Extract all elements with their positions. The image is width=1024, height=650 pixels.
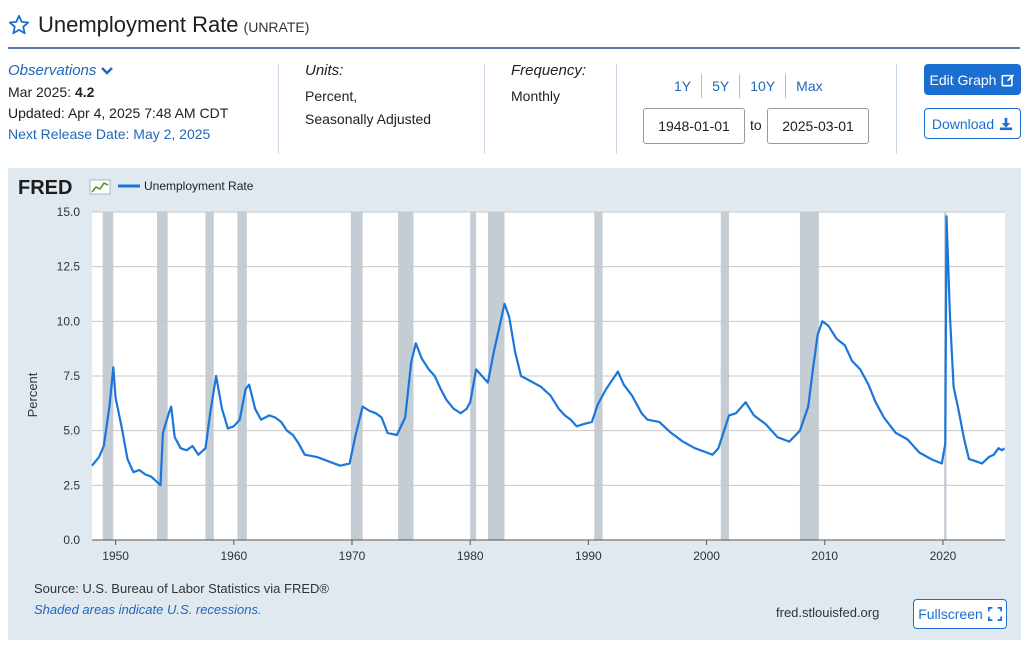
- divider: [484, 64, 485, 154]
- x-tick-label: 2000: [693, 549, 720, 563]
- frequency-panel: Frequency: Monthly: [511, 62, 611, 157]
- units-label: Units:: [305, 62, 344, 79]
- y-axis-label: Percent: [25, 372, 40, 417]
- range-10y-button[interactable]: 10Y: [750, 78, 776, 94]
- unemployment-chart: 0.0 2.5 5.0 7.5 10.0 12.5 15.0 1950 1960 1970 198…: [18, 177, 1006, 563]
- units-line1: Percent,: [305, 88, 358, 104]
- title-row: Unemployment Rate (UNRATE): [8, 10, 309, 40]
- range-separator: [701, 74, 703, 98]
- x-tick-label: 1990: [575, 549, 602, 563]
- y-tick-label: 2.5: [63, 478, 80, 492]
- x-tick-label: 1950: [102, 549, 129, 563]
- range-1y-button[interactable]: 1Y: [674, 78, 692, 94]
- download-button[interactable]: Download: [924, 108, 1021, 139]
- end-date-input[interactable]: 2025-03-01: [767, 108, 869, 144]
- units-panel: Units: Percent, Seasonally Adjusted: [305, 62, 475, 157]
- observations-label: Observations: [8, 62, 97, 79]
- y-tick-label: 12.5: [57, 260, 81, 274]
- y-tick-label: 0.0: [63, 533, 80, 547]
- fred-logo: FRED: [18, 177, 72, 199]
- title-divider: [8, 47, 1020, 49]
- y-tick-label: 5.0: [63, 424, 80, 438]
- edit-graph-label: Edit Graph: [929, 71, 997, 88]
- x-tick-label: 1980: [457, 549, 484, 563]
- fred-logo-graph-icon: [89, 179, 111, 195]
- date-to-label: to: [750, 117, 762, 133]
- legend-label: Unemployment Rate: [144, 179, 254, 193]
- start-date-input[interactable]: 1948-01-01: [643, 108, 745, 144]
- x-tick-label: 2020: [930, 549, 957, 563]
- fred-url: fred.stlouisfed.org: [776, 605, 880, 620]
- x-tick-label: 1960: [220, 549, 247, 563]
- range-5y-button[interactable]: 5Y: [712, 78, 730, 94]
- recession-note-link[interactable]: Shaded areas indicate U.S. recessions.: [34, 602, 262, 617]
- observations-panel: Observations Mar 2025: 4.2 Updated: Apr …: [8, 62, 268, 157]
- x-tick-label: 2010: [811, 549, 838, 563]
- chart-panel: 0.0 2.5 5.0 7.5 10.0 12.5 15.0 1950 1960 1970 198…: [8, 168, 1021, 640]
- series-title: Unemployment Rate: [38, 12, 239, 37]
- divider: [616, 64, 617, 154]
- download-icon: [1000, 117, 1013, 130]
- latest-date: Mar 2025:: [8, 84, 72, 100]
- range-separator: [785, 74, 787, 98]
- divider: [278, 64, 279, 154]
- observations-toggle[interactable]: Observations: [8, 62, 268, 79]
- y-tick-label: 7.5: [63, 369, 80, 383]
- x-tick-label: 1970: [339, 549, 366, 563]
- edit-graph-button[interactable]: Edit Graph: [924, 64, 1021, 95]
- range-buttons: 1Y 5Y 10Y Max: [664, 74, 833, 98]
- y-tick-label: 10.0: [57, 314, 81, 328]
- updated-text: Updated: Apr 4, 2025 7:48 AM CDT: [8, 105, 229, 121]
- frequency-label: Frequency:: [511, 62, 587, 79]
- download-label: Download: [931, 115, 995, 132]
- range-separator: [739, 74, 741, 98]
- fullscreen-icon: [987, 607, 1002, 621]
- latest-observation: Mar 2025: 4.2: [8, 84, 268, 100]
- edit-icon: [1001, 73, 1015, 86]
- y-tick-label: 15.0: [57, 205, 81, 219]
- range-max-button[interactable]: Max: [796, 78, 823, 94]
- next-release-link[interactable]: Next Release Date: May 2, 2025: [8, 126, 211, 142]
- fullscreen-label: Fullscreen: [918, 606, 983, 622]
- divider: [896, 64, 897, 154]
- series-line-unemployment-rate: [91, 215, 1006, 487]
- fullscreen-button[interactable]: Fullscreen: [913, 599, 1007, 629]
- star-icon[interactable]: [8, 14, 30, 36]
- source-note: Source: U.S. Bureau of Labor Statistics …: [34, 581, 329, 596]
- latest-value: 4.2: [74, 84, 95, 100]
- series-id: (UNRATE): [243, 19, 310, 35]
- units-line2: Seasonally Adjusted: [305, 111, 432, 127]
- chevron-down-icon: [101, 66, 114, 75]
- frequency-value: Monthly: [511, 88, 561, 104]
